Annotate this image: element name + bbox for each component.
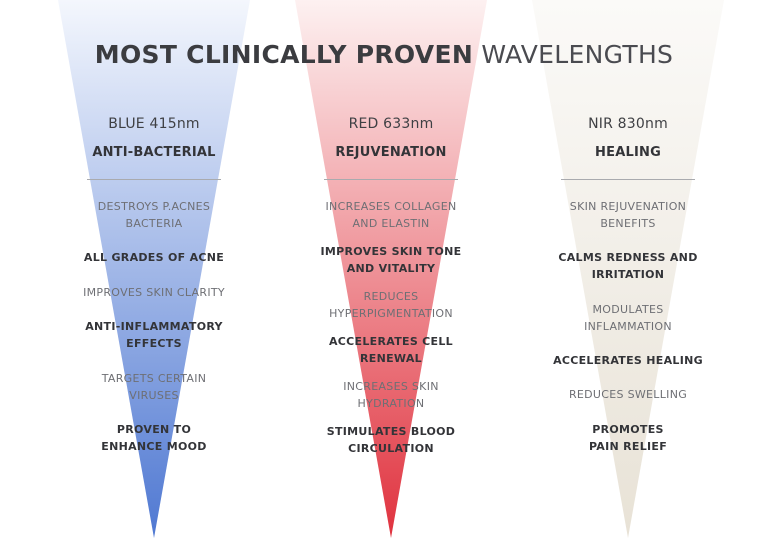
wavelength-label: BLUE 415nm (108, 116, 200, 132)
column-nir: NIR 830nm HEALING SKIN REJUVENATION BENEF… (508, 0, 748, 559)
beam-blue (58, 0, 250, 538)
column-divider (324, 179, 458, 180)
benefit-item: ACCELERATES HEALING (553, 354, 703, 367)
wavelength-label: RED 633nm (348, 116, 434, 132)
benefit-item: STIMULATES BLOOD CIRCULATION (326, 425, 456, 455)
beam-red (295, 0, 487, 538)
effect-label: REJUVENATION (335, 145, 447, 160)
benefit-item: SKIN REJUVENATION BENEFITS (569, 200, 687, 230)
benefit-item: ALL GRADES OF ACNE (83, 251, 225, 264)
benefit-item: PROMOTES PAIN RELIEF (588, 423, 668, 453)
benefit-item: REDUCES SWELLING (568, 388, 688, 401)
benefit-item: IMPROVES SKIN TONE AND VITALITY (320, 245, 462, 275)
benefit-item: IMPROVES SKIN CLARITY (83, 286, 225, 299)
column-divider (87, 179, 221, 180)
benefit-item: PROVEN TO ENHANCE MOOD (101, 423, 207, 453)
benefit-item: DESTROYS P.ACNES BACTERIA (97, 200, 211, 230)
benefit-item: INCREASES SKIN HYDRATION (343, 380, 439, 410)
column-blue: BLUE 415nm ANTI-BACTERIAL DESTROYS P.ACN… (34, 0, 274, 559)
column-divider (561, 179, 695, 180)
wavelength-label: NIR 830nm (588, 116, 668, 132)
page-title: MOST CLINICALLY PROVEN WAVELENGTHS (0, 40, 768, 69)
title-bold-part: MOST CLINICALLY PROVEN (94, 40, 474, 69)
benefit-item: ANTI-INFLAMMATORY EFFECTS (85, 320, 223, 350)
benefit-item: ACCELERATES CELL RENEWAL (328, 335, 453, 365)
effect-label: ANTI-BACTERIAL (92, 145, 216, 160)
column-red: RED 633nm REJUVENATION INCREASES COLLAGE… (271, 0, 511, 559)
benefit-item: REDUCES HYPERPIGMENTATION (329, 290, 453, 320)
effect-label: HEALING (595, 145, 661, 160)
benefit-item: CALMS REDNESS AND IRRITATION (558, 251, 698, 281)
title-light-part: WAVELENGTHS (481, 40, 674, 69)
benefit-item: MODULATES INFLAMMATION (584, 303, 672, 333)
benefit-item: INCREASES COLLAGEN AND ELASTIN (325, 200, 457, 230)
beam-nir (532, 0, 724, 538)
benefit-item: TARGETS CERTAIN VIRUSES (101, 372, 207, 402)
